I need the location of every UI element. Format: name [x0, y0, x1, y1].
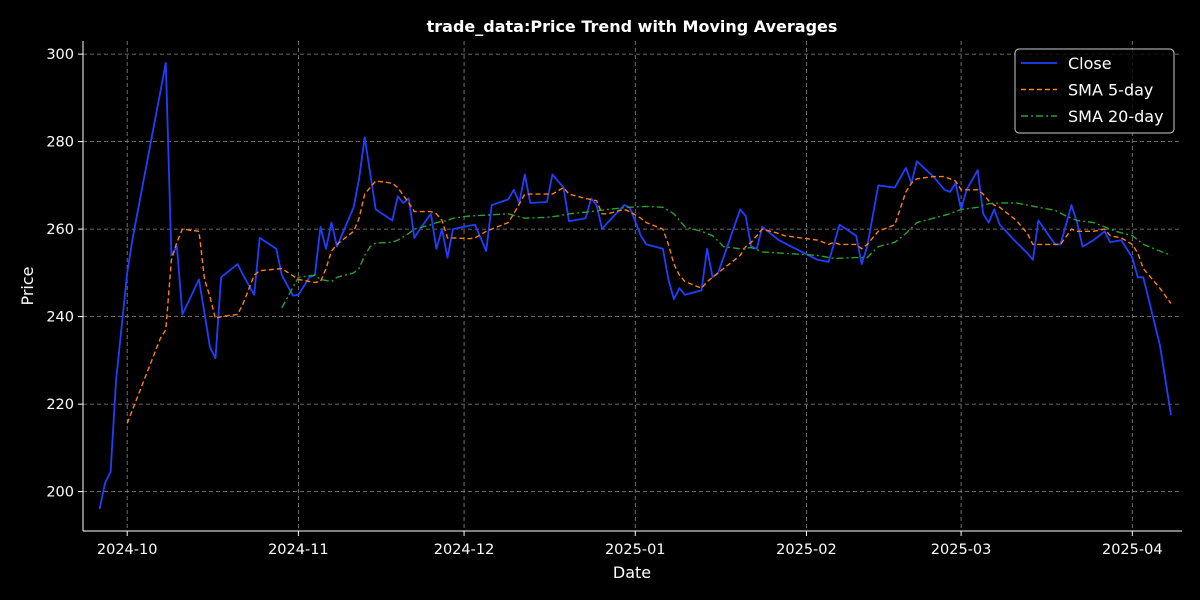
- x-tick-label: 2025-01: [605, 542, 666, 558]
- x-tick-label: 2025-03: [931, 542, 992, 558]
- x-axis-label: Date: [613, 563, 651, 582]
- x-tick-label: 2025-04: [1102, 542, 1163, 558]
- y-tick-label: 280: [46, 135, 74, 151]
- x-tick-label: 2025-02: [776, 542, 837, 558]
- series-line-1: [98, 62, 1172, 510]
- chart-title: trade_data:Price Trend with Moving Avera…: [427, 17, 838, 36]
- data-series: [98, 62, 1172, 510]
- x-tick-label: 2024-11: [268, 542, 329, 558]
- y-tick-label: 240: [46, 310, 74, 326]
- y-tick-label: 300: [46, 47, 74, 63]
- legend-label: SMA 5-day: [1068, 81, 1153, 100]
- series-line-3: [281, 202, 1172, 309]
- legend: Close SMA 5-day SMA 20-day: [1014, 48, 1175, 134]
- legend-label: SMA 20-day: [1068, 107, 1164, 126]
- legend-box: [1014, 48, 1175, 134]
- y-tick-label: 200: [46, 485, 74, 501]
- y-tick-label: 260: [46, 222, 74, 238]
- y-axis-label: Price: [18, 266, 37, 305]
- x-tick-label: 2024-10: [97, 542, 158, 558]
- x-ticks: 2024-10 2024-11 2024-12 2025-01 2025-02 2025-…: [97, 531, 1163, 558]
- axes: [82, 41, 1182, 532]
- x-tick-label: 2024-12: [434, 542, 495, 558]
- y-ticks: 200 220 240 260 280 300: [46, 47, 83, 501]
- y-tick-label: 220: [46, 397, 74, 413]
- legend-label: Close: [1068, 54, 1112, 73]
- grid-lines: [83, 41, 1182, 531]
